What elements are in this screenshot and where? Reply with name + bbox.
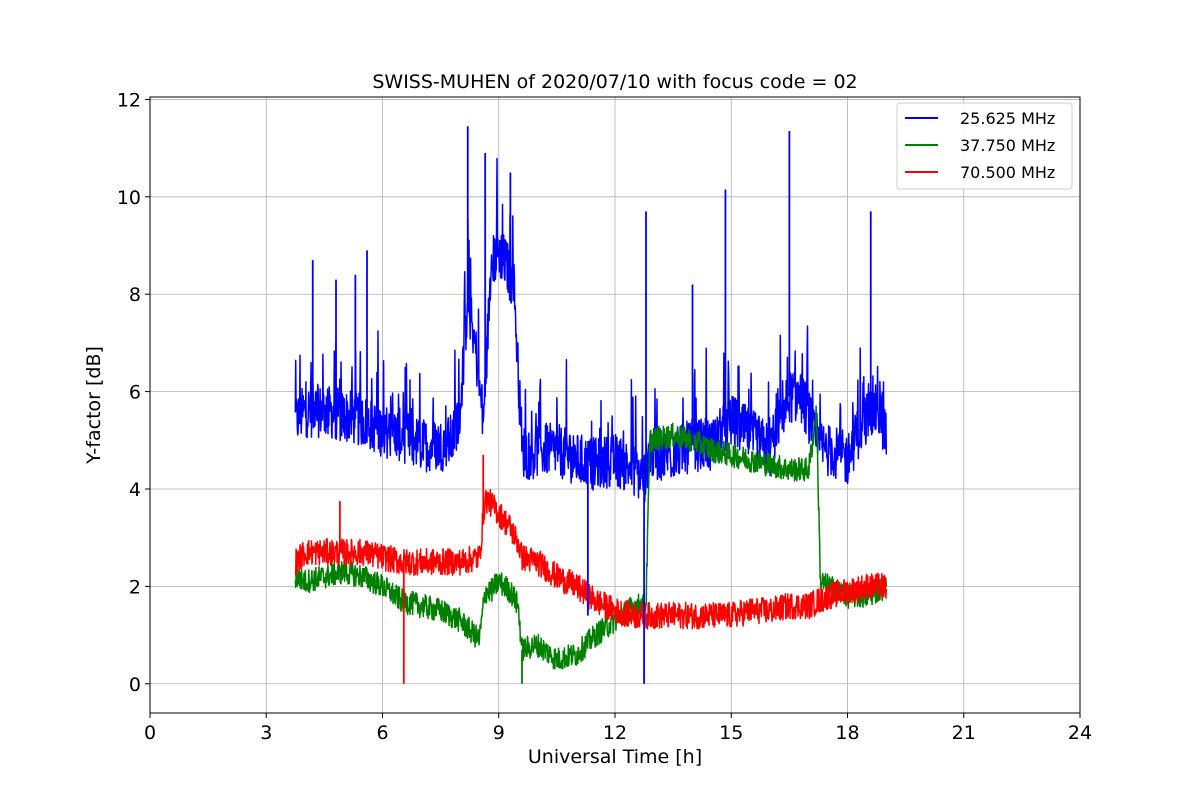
series-3	[294, 489, 888, 630]
x-tick-label: 21	[952, 722, 976, 744]
y-axis-label: Y-factor [dB]	[83, 346, 105, 465]
y-tick-label: 8	[129, 284, 141, 306]
legend-entry-2: 37.750 MHz	[905, 136, 1055, 155]
x-tick-label: 0	[144, 722, 156, 744]
y-tick-label: 2	[129, 576, 141, 598]
y-tick-label: 6	[129, 382, 141, 404]
legend-label-3: 70.500 MHz	[960, 163, 1055, 182]
legend: 25.625 MHz 37.750 MHz 70.500 MHz	[896, 102, 1073, 190]
plot-series	[294, 126, 888, 684]
y-tick-label: 4	[129, 479, 141, 501]
x-tick-label: 3	[260, 722, 272, 744]
series-2	[294, 405, 888, 670]
x-tick-label: 6	[376, 722, 388, 744]
series-line-3	[294, 489, 888, 630]
legend-label-1: 25.625 MHz	[960, 109, 1055, 128]
y-tick-label: 10	[117, 187, 141, 209]
legend-label-2: 37.750 MHz	[960, 136, 1055, 155]
x-axis-label: Universal Time [h]	[528, 746, 702, 768]
y-tick-label: 0	[129, 674, 141, 696]
x-tick-label: 24	[1068, 722, 1092, 744]
series-line-1	[294, 157, 888, 503]
x-tick-label: 9	[493, 722, 505, 744]
series-line-2	[294, 405, 888, 670]
legend-box	[896, 102, 1073, 190]
chart-title: SWISS-MUHEN of 2020/07/10 with focus cod…	[372, 71, 857, 93]
series-1	[294, 157, 888, 503]
legend-entry-1: 25.625 MHz	[905, 109, 1055, 128]
y-tick-label: 12	[117, 89, 141, 111]
legend-entry-3: 70.500 MHz	[905, 163, 1055, 182]
x-tick-label: 12	[603, 722, 627, 744]
x-tick-label: 18	[835, 722, 859, 744]
x-tick-label: 15	[719, 722, 743, 744]
